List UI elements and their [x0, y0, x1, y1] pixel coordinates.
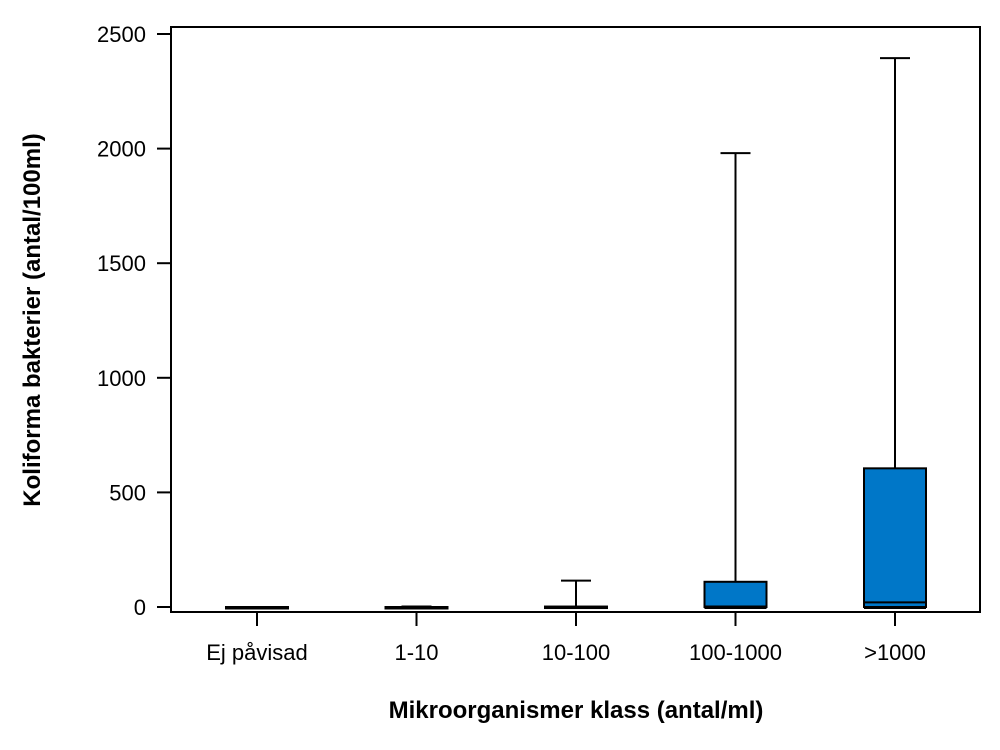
x-tick-label: 10-100 — [542, 640, 611, 665]
y-tick-label: 2000 — [97, 137, 146, 162]
y-tick-label: 1000 — [97, 366, 146, 391]
x-tick-label: 1-10 — [394, 640, 438, 665]
box-iqr — [863, 467, 927, 609]
boxes — [225, 57, 927, 610]
box-iqr — [703, 580, 768, 609]
y-tick-label: 2500 — [97, 22, 146, 47]
box-5 — [863, 57, 927, 609]
x-axis: Ej påvisad 1-10 10-100 100-1000 >1000 — [206, 612, 926, 665]
box-1 — [225, 606, 289, 610]
y-tick-label: 0 — [134, 595, 146, 620]
plot-frame — [170, 26, 981, 613]
x-tick-label: >1000 — [864, 640, 926, 665]
y-tick-label: 500 — [109, 480, 146, 505]
box-4 — [703, 152, 768, 609]
box-2 — [384, 605, 449, 610]
y-axis: 0 500 1000 1500 2000 2500 — [97, 22, 171, 620]
y-axis-title: Koliforma bakterier (antal/100ml) — [19, 133, 46, 506]
x-tick-label: Ej påvisad — [206, 640, 308, 665]
y-tick-label: 1500 — [97, 251, 146, 276]
x-tick-label: 100-1000 — [689, 640, 782, 665]
box-3 — [544, 579, 608, 610]
x-axis-title: Mikroorganismer klass (antal/ml) — [389, 697, 764, 724]
